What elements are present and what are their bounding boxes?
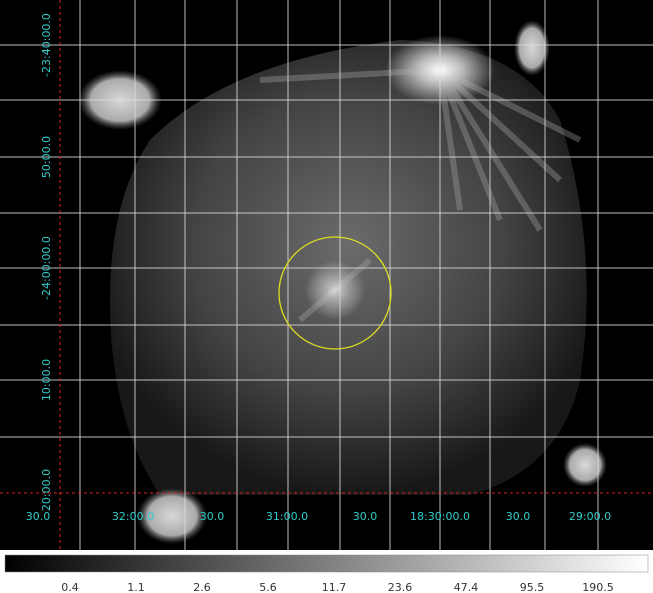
x-label: 30.0 (200, 510, 225, 523)
y-label: 50:00.0 (40, 136, 53, 178)
central-source (305, 260, 365, 320)
artifact (563, 443, 607, 487)
colorbar-label: 11.7 (322, 581, 347, 593)
y-label: -23:40:00.0 (40, 13, 53, 77)
x-label: 18:30:00.0 (410, 510, 470, 523)
ds9-view: -23:40:00.0 50:00.0 -24:00:00.0 10:00.0 20:0… (0, 0, 653, 593)
colorbar-label: 95.5 (520, 581, 545, 593)
colorbar-label: 190.5 (582, 581, 614, 593)
colorbar-labels: 0.4 1.1 2.6 5.6 11.7 23.6 47.4 95.5 190.5 (61, 581, 614, 593)
x-label: 31:00.0 (266, 510, 308, 523)
x-label: 30.0 (26, 510, 51, 523)
colorbar (5, 555, 648, 572)
colorbar-label: 0.4 (61, 581, 79, 593)
y-label: 20:00.0 (40, 469, 53, 511)
colorbar-label: 47.4 (454, 581, 479, 593)
x-label: 32:00.0 (112, 510, 154, 523)
colorbar-label: 5.6 (259, 581, 277, 593)
colorbar-label: 2.6 (193, 581, 211, 593)
x-label: 30.0 (506, 510, 531, 523)
x-label: 29:00.0 (569, 510, 611, 523)
y-label: -24:00:00.0 (40, 236, 53, 300)
y-label: 10:00.0 (40, 359, 53, 401)
colorbar-label: 23.6 (388, 581, 413, 593)
x-label: 30.0 (353, 510, 378, 523)
colorbar-label: 1.1 (127, 581, 145, 593)
page: -23:40:00.0 50:00.0 -24:00:00.0 10:00.0 20:0… (0, 0, 653, 593)
